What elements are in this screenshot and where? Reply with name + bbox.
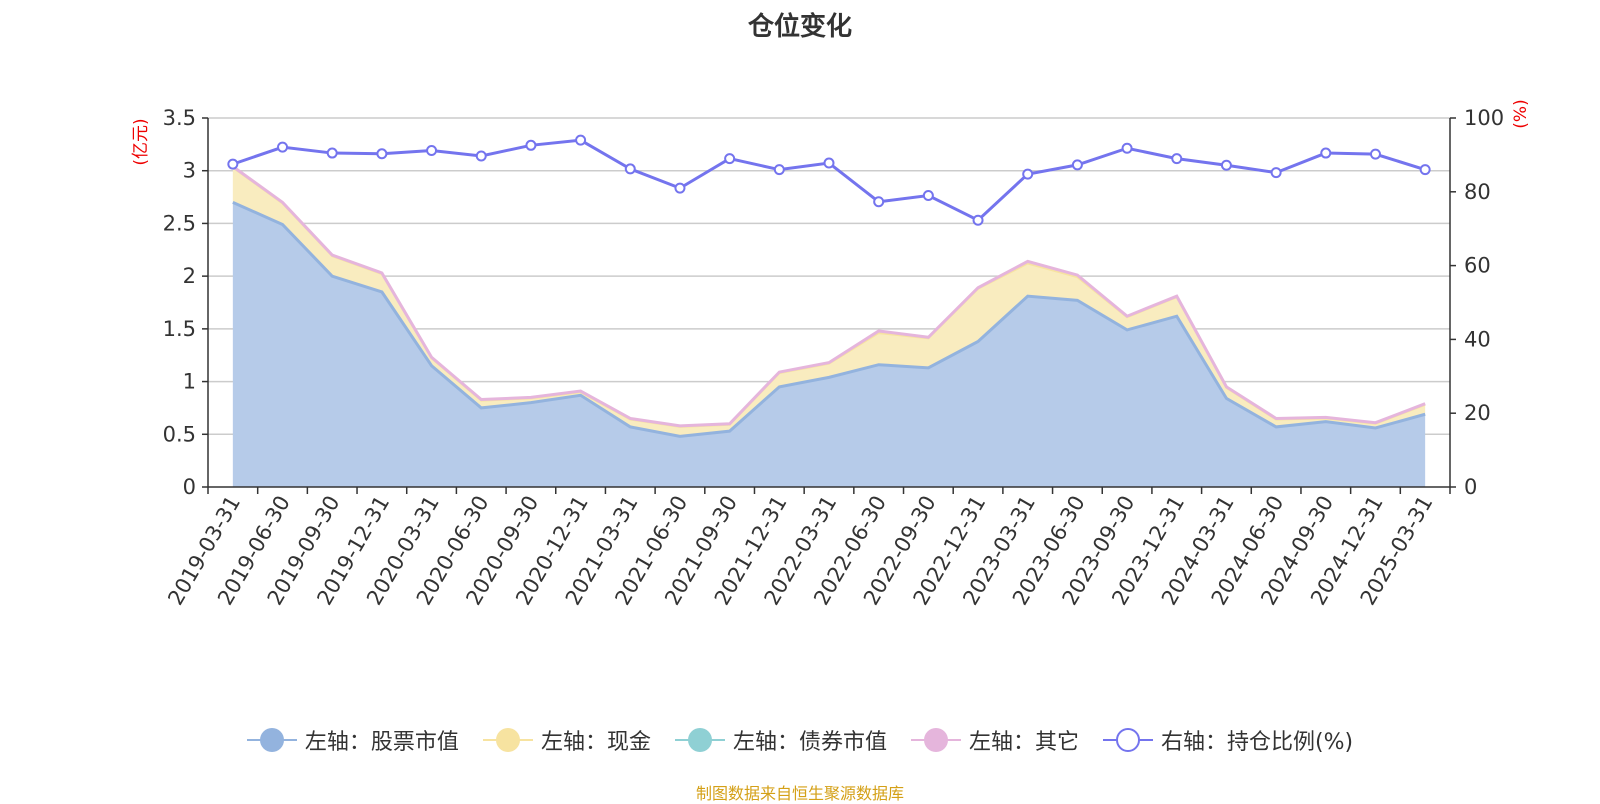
legend: 左轴：股票市值 左轴：现金 左轴：债券市值 左轴：其它 右轴：持仓比例(%) [0, 720, 1600, 760]
legend-label-other: 左轴：其它 [968, 730, 1079, 755]
legend-swatch-other-icon [910, 727, 961, 753]
ratio-point [376, 148, 388, 160]
ratio-point [972, 214, 984, 226]
y-left-tick-label: 0.5 [163, 422, 196, 446]
y-left-tick-label: 1.5 [163, 317, 196, 341]
y-left-tick-label: 3 [183, 159, 196, 183]
legend-swatch-cash-icon [482, 727, 533, 753]
y-left-axis-label: (亿元) [131, 118, 151, 165]
line-other [231, 165, 1426, 428]
y-right-tick-label: 0 [1464, 475, 1477, 499]
legend-item-ratio[interactable]: 右轴：持仓比例(%) [1102, 724, 1354, 756]
y-right-tick-label: 100 [1464, 106, 1504, 130]
ratio-point [1022, 168, 1034, 180]
ratio-layer [227, 134, 1431, 226]
ratio-point [426, 144, 438, 156]
y-right-axis-label: (%) [1511, 99, 1531, 128]
ratio-point [1419, 164, 1431, 176]
ratio-point [1071, 159, 1083, 171]
legend-item-bond[interactable]: 左轴：债券市值 [674, 724, 887, 756]
y-left-tick-label: 3.5 [163, 106, 196, 130]
area-layer [231, 165, 1426, 488]
ratio-point [823, 157, 835, 169]
ratio-point [525, 139, 537, 151]
line-ratio [232, 138, 1426, 223]
ratio-point [773, 164, 785, 176]
ratio-point [326, 147, 338, 159]
y-left-tick-label: 2 [183, 264, 196, 288]
legend-swatch-bond-icon [674, 727, 725, 753]
ratio-point [1171, 153, 1183, 165]
ratio-point [724, 153, 736, 165]
data-source-note: 制图数据来自恒生聚源数据库 [695, 784, 904, 803]
ratio-point [227, 158, 239, 170]
ratio-point [1320, 147, 1332, 159]
legend-label-bond: 左轴：债券市值 [732, 730, 887, 755]
chart-title: 仓位变化 [747, 12, 852, 42]
line-stock [232, 200, 1426, 438]
legend-item-other[interactable]: 左轴：其它 [910, 724, 1079, 756]
y-left-tick-label: 1 [183, 370, 196, 394]
ratio-point [575, 134, 587, 146]
y-left-tick-label: 2.5 [163, 211, 196, 235]
ratio-point [624, 163, 636, 175]
y-right-tick-label: 60 [1464, 254, 1491, 278]
ratio-point [277, 141, 289, 153]
ratio-point [1270, 167, 1282, 179]
y-right-tick-label: 20 [1464, 401, 1491, 425]
ratio-point [1220, 159, 1232, 171]
ratio-point [674, 182, 686, 194]
legend-item-stock[interactable]: 左轴：股票市值 [246, 724, 459, 756]
legend-label-stock: 左轴：股票市值 [304, 730, 459, 755]
y-right-tick-label: 80 [1464, 180, 1491, 204]
ratio-point [873, 196, 885, 208]
ratio-point [475, 150, 487, 162]
legend-label-cash: 左轴：现金 [540, 730, 651, 755]
axis-layer [202, 117, 1456, 494]
ratio-point [1121, 142, 1133, 154]
legend-item-cash[interactable]: 左轴：现金 [482, 724, 651, 756]
y-right-tick-label: 40 [1464, 327, 1491, 351]
ratio-point [1369, 148, 1381, 160]
y-left-tick-label: 0 [183, 475, 196, 499]
legend-swatch-ratio-icon [1102, 727, 1153, 753]
legend-swatch-stock-icon [246, 727, 297, 753]
legend-label-ratio: 右轴：持仓比例(%) [1160, 730, 1354, 755]
ratio-point [922, 189, 934, 201]
area-stock [232, 202, 1426, 488]
